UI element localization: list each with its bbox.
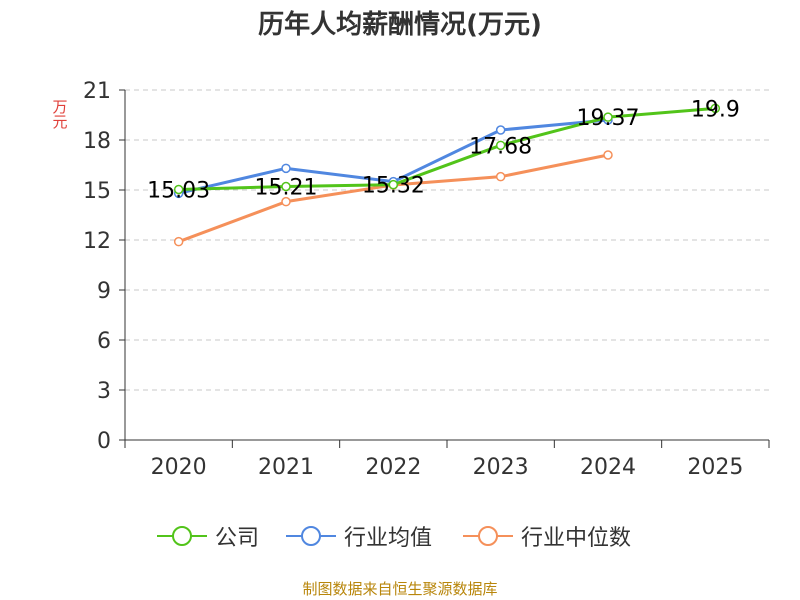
data-point-0 xyxy=(603,112,613,122)
data-source-note: 制图数据来自恒生聚源数据库 xyxy=(302,580,498,598)
y-tick-label: 3 xyxy=(97,379,111,404)
data-point-0 xyxy=(710,103,721,114)
x-tick-label: 2022 xyxy=(365,455,421,480)
legend-label-industry-median: 行业中位数 xyxy=(521,526,632,551)
legend-marker-industry-average xyxy=(286,526,336,546)
x-tick-label: 2020 xyxy=(151,455,207,480)
x-tick-label: 2023 xyxy=(473,455,529,480)
series-line-0 xyxy=(178,106,716,191)
data-label: 19.37 xyxy=(577,106,640,131)
legend-label-company: 公司 xyxy=(215,526,260,551)
data-point-2 xyxy=(603,150,613,160)
data-point-2 xyxy=(173,236,184,247)
y-tick-label: 18 xyxy=(83,129,111,154)
data-point-2 xyxy=(281,196,291,207)
data-label: 15.32 xyxy=(362,174,425,199)
legend-marker-industry-median xyxy=(463,526,513,546)
data-label: 19.9 xyxy=(691,97,740,122)
chart-title: 历年人均薪酬情况(万元) xyxy=(258,10,542,40)
data-point-1 xyxy=(281,163,291,174)
data-point-1 xyxy=(495,125,506,135)
data-point-0 xyxy=(173,184,184,195)
y-tick-label: 12 xyxy=(83,229,111,254)
x-tick-label: 2025 xyxy=(687,455,743,480)
data-point-0 xyxy=(388,179,399,190)
y-tick-label: 6 xyxy=(97,329,111,354)
legend: 公司 行业均值 行业中位数 xyxy=(0,520,800,552)
data-label: 15.21 xyxy=(255,176,318,201)
data-point-2 xyxy=(495,171,506,182)
data-point-0 xyxy=(281,181,291,192)
x-tick-label: 2024 xyxy=(580,455,636,480)
legend-item-industry-average[interactable]: 行业均值 xyxy=(286,520,432,552)
legend-item-industry-median[interactable]: 行业中位数 xyxy=(463,520,631,552)
data-point-0 xyxy=(495,140,506,151)
y-tick-label: 21 xyxy=(83,79,111,104)
legend-item-company[interactable]: 公司 xyxy=(157,520,259,552)
y-tick-label: 15 xyxy=(83,179,111,204)
y-tick-label: 0 xyxy=(97,429,111,454)
data-label: 15.03 xyxy=(147,179,210,204)
legend-label-industry-average: 行业均值 xyxy=(344,526,433,551)
y-tick-label: 9 xyxy=(97,279,111,304)
x-tick-label: 2021 xyxy=(258,455,314,480)
data-label: 17.68 xyxy=(469,134,532,159)
y-axis-unit: 万元 xyxy=(52,98,68,131)
legend-marker-company xyxy=(157,526,207,546)
